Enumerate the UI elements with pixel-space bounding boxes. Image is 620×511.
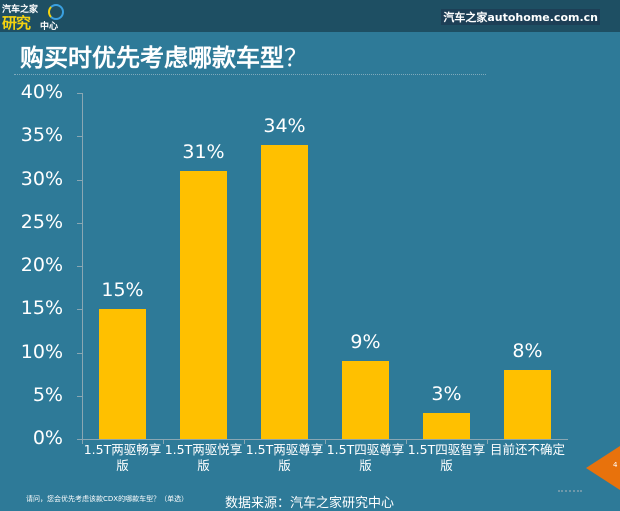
decor-dots <box>558 490 582 492</box>
x-tick-mark <box>325 439 326 444</box>
y-tick-label: 0% <box>32 427 63 449</box>
page-title: 购买时优先考虑哪款车型？ <box>20 38 308 73</box>
y-tick-mark <box>77 395 82 397</box>
y-tick-mark <box>77 136 82 138</box>
y-tick-mark <box>77 439 82 440</box>
category-label-line2: 版 <box>116 458 129 473</box>
bar-value-label: 3% <box>431 383 462 406</box>
category-label-line2: 版 <box>278 458 291 473</box>
title-question-mark: ？ <box>284 44 308 72</box>
x-tick-mark <box>244 439 245 444</box>
category-label-line1: 目前还不确定 <box>489 442 565 457</box>
bar-value-label: 31% <box>182 140 225 163</box>
y-tick-label: 5% <box>32 383 63 406</box>
bar-value-label: 8% <box>512 339 543 362</box>
title-divider <box>14 74 486 75</box>
bar <box>342 361 389 439</box>
bar <box>99 309 146 439</box>
category-label: 1.5T四驱智享版 <box>406 442 487 474</box>
title-text: 购买时优先考虑哪款车型 <box>20 44 284 72</box>
bar <box>423 413 470 439</box>
y-tick-label: 20% <box>20 254 63 276</box>
x-tick-mark <box>163 439 164 444</box>
y-tick-mark <box>77 352 82 354</box>
x-tick-mark <box>82 439 83 444</box>
brand-text: 汽车之家autohome.com.cn <box>441 9 600 25</box>
category-label: 1.5T四驱尊享版 <box>325 442 406 474</box>
category-label-line2: 版 <box>359 458 372 473</box>
page-number: 4 <box>613 461 618 469</box>
logo-line3: 中心 <box>40 22 59 32</box>
y-tick-mark <box>77 222 82 224</box>
category-label: 1.5T两驱尊享版 <box>244 442 325 474</box>
category-label-line1: 1.5T四驱智享 <box>407 442 486 457</box>
logo-line1: 汽车之家 <box>2 5 39 15</box>
y-tick-label: 25% <box>20 210 63 233</box>
y-tick-mark <box>77 266 82 267</box>
category-label: 1.5T两驱畅享版 <box>82 442 163 474</box>
autohome-research-logo: 汽车之家 研究 中心 <box>2 2 66 32</box>
category-label-line2: 版 <box>440 458 453 473</box>
y-tick-label: 30% <box>20 167 63 190</box>
logo-swirl-icon <box>48 4 64 20</box>
page-arrow-icon <box>586 446 620 490</box>
bar-value-label: 15% <box>101 279 144 302</box>
y-tick-label: 10% <box>20 340 63 363</box>
bar <box>261 144 308 439</box>
y-axis <box>82 93 83 439</box>
category-label: 目前还不确定 <box>487 442 568 458</box>
y-tick-label: 40% <box>20 81 63 103</box>
bar-value-label: 34% <box>263 114 306 137</box>
bar <box>504 369 551 439</box>
y-tick-label: 35% <box>20 124 63 147</box>
category-label-line1: 1.5T四驱尊享 <box>326 442 405 457</box>
survey-question: 请问，您会优先考虑该款CDX的哪款车型？（单选） <box>26 495 189 503</box>
y-tick-mark <box>77 179 82 181</box>
category-label-line1: 1.5T两驱尊享 <box>245 442 324 457</box>
x-tick-mark <box>487 439 488 444</box>
y-tick-mark <box>77 93 82 94</box>
bar <box>180 170 227 439</box>
logo-line2: 研究 <box>2 14 31 32</box>
category-label: 1.5T两驱悦享版 <box>163 442 244 474</box>
category-label-line2: 版 <box>197 458 210 473</box>
y-tick-label: 15% <box>20 297 63 320</box>
category-label-line1: 1.5T两驱悦享 <box>164 442 243 457</box>
category-label-line1: 1.5T两驱畅享 <box>83 442 162 457</box>
y-tick-mark <box>77 309 82 311</box>
data-source: 数据来源：汽车之家研究中心 <box>225 496 395 511</box>
x-tick-mark <box>406 439 407 444</box>
top-bar: 汽车之家 研究 中心 汽车之家autohome.com.cn <box>0 0 620 32</box>
bar-value-label: 9% <box>350 331 381 354</box>
